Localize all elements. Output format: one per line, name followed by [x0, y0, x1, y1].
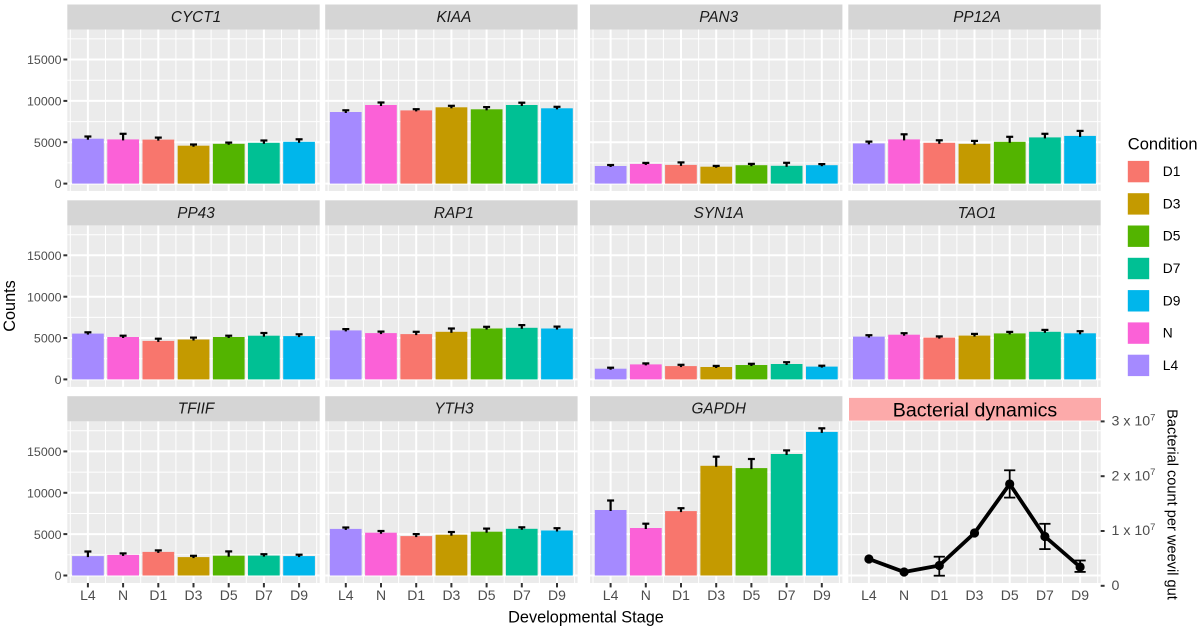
svg-text:5000: 5000 — [34, 332, 62, 346]
svg-text:10000: 10000 — [27, 95, 62, 109]
svg-text:D7: D7 — [255, 587, 273, 603]
svg-text:10000: 10000 — [27, 486, 62, 500]
svg-text:D5: D5 — [1001, 587, 1019, 603]
svg-text:L4: L4 — [603, 587, 619, 603]
svg-text:D5: D5 — [478, 587, 496, 603]
svg-text:D3: D3 — [1163, 196, 1181, 211]
svg-text:5000: 5000 — [34, 136, 62, 150]
svg-text:N: N — [1163, 326, 1173, 341]
svg-text:D3: D3 — [442, 587, 460, 603]
svg-text:Bacterial dynamics: Bacterial dynamics — [893, 400, 1058, 422]
svg-text:Condition: Condition — [1128, 136, 1198, 154]
svg-text:D3: D3 — [707, 587, 725, 603]
svg-text:D3: D3 — [185, 587, 203, 603]
svg-text:15000: 15000 — [27, 249, 62, 263]
svg-text:N: N — [376, 587, 386, 603]
svg-text:15000: 15000 — [27, 53, 62, 67]
svg-text:D9: D9 — [290, 587, 308, 603]
svg-text:D5: D5 — [742, 587, 760, 603]
svg-text:D7: D7 — [1036, 587, 1054, 603]
svg-text:D5: D5 — [220, 587, 238, 603]
svg-text:D1: D1 — [407, 587, 425, 603]
svg-text:D1: D1 — [1163, 164, 1181, 179]
svg-text:5000: 5000 — [34, 528, 62, 542]
svg-text:2 x 107: 2 x 107 — [1112, 467, 1156, 484]
svg-text:Counts: Counts — [1, 280, 19, 332]
svg-text:0: 0 — [55, 569, 62, 583]
svg-text:Developmental Stage: Developmental Stage — [508, 609, 664, 627]
svg-text:3 x 107: 3 x 107 — [1112, 412, 1156, 429]
svg-text:PP12A: PP12A — [953, 9, 1001, 26]
svg-text:N: N — [118, 587, 128, 603]
svg-text:D1: D1 — [149, 587, 167, 603]
svg-text:D1: D1 — [672, 587, 690, 603]
svg-text:TAO1: TAO1 — [958, 205, 997, 222]
svg-text:D1: D1 — [930, 587, 948, 603]
svg-text:L4: L4 — [338, 587, 354, 603]
svg-text:L4: L4 — [861, 587, 877, 603]
svg-text:D7: D7 — [778, 587, 796, 603]
svg-text:D3: D3 — [966, 587, 984, 603]
svg-text:0: 0 — [55, 373, 62, 387]
svg-text:L4: L4 — [80, 587, 96, 603]
svg-text:D7: D7 — [1163, 261, 1181, 276]
svg-text:PP43: PP43 — [177, 205, 215, 222]
svg-text:D5: D5 — [1163, 229, 1181, 244]
svg-text:GAPDH: GAPDH — [691, 401, 746, 418]
svg-text:PAN3: PAN3 — [699, 9, 738, 26]
svg-text:15000: 15000 — [27, 445, 62, 459]
svg-text:D9: D9 — [1163, 293, 1181, 308]
svg-text:CYCT1: CYCT1 — [171, 9, 221, 26]
svg-text:D9: D9 — [1071, 587, 1089, 603]
svg-text:SYN1A: SYN1A — [694, 205, 744, 222]
svg-text:RAP1: RAP1 — [434, 205, 474, 222]
svg-text:D9: D9 — [813, 587, 831, 603]
svg-text:N: N — [899, 587, 909, 603]
svg-text:0: 0 — [55, 177, 62, 191]
svg-text:D7: D7 — [513, 587, 531, 603]
svg-text:0: 0 — [1112, 578, 1120, 594]
svg-text:D9: D9 — [548, 587, 566, 603]
svg-text:N: N — [641, 587, 651, 603]
svg-text:10000: 10000 — [27, 290, 62, 304]
svg-text:1 x 107: 1 x 107 — [1112, 522, 1156, 539]
svg-text:L4: L4 — [1163, 358, 1179, 373]
svg-text:Bacterial count per weevil gut: Bacterial count per weevil gut — [1164, 409, 1180, 600]
svg-text:TFIIF: TFIIF — [178, 401, 216, 418]
svg-text:YTH3: YTH3 — [434, 401, 474, 418]
svg-text:KIAA: KIAA — [436, 9, 471, 26]
